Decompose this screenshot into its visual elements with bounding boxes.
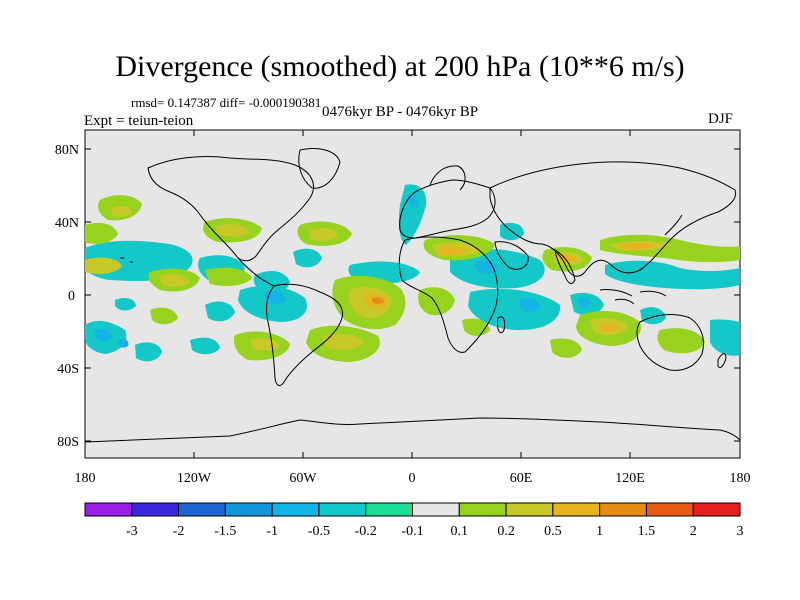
period-text: 0476kyr BP - 0476kyr BP (322, 104, 479, 120)
colorbar-label: -0.1 (401, 524, 423, 539)
experiment-label: Expt = teiun-teion (84, 113, 194, 129)
colorbar-swatch (178, 502, 226, 517)
coast-new-zealand (717, 353, 727, 369)
axis-ticks (84, 130, 741, 458)
colorbar-labels: -3 -2 -1.5 -1 -0.5 -0.2 -0.1 0.1 0.2 0.5 1 1.5 2 3 (126, 524, 744, 539)
coastlines (85, 148, 740, 443)
coast-asia (489, 161, 737, 277)
coast-indonesia (599, 289, 667, 305)
colorbar-swatch (271, 502, 320, 517)
lat-labels: 80N 40N 0 40S 80S (55, 143, 79, 450)
lat-label: 80S (57, 435, 79, 450)
lat-label: 80N (55, 143, 79, 158)
divergence-field (85, 148, 740, 443)
colorbar-swatch (645, 502, 694, 517)
stats-text: rmsd= 0.147387 diff= -0.000190381 (131, 95, 322, 110)
coast-africa (398, 236, 499, 353)
colorbar (84, 502, 741, 517)
lon-label: 60W (289, 471, 317, 486)
colorbar-swatch (458, 502, 507, 517)
lon-labels: 180 120W 60W 0 60E 120E 180 (75, 471, 751, 486)
colorbar-swatch (365, 502, 414, 517)
colorbar-label: -3 (126, 524, 138, 539)
lat-label: 0 (68, 289, 75, 304)
colorbar-swatch (224, 502, 273, 517)
colorbar-swatch (412, 502, 460, 517)
lon-label: 0 (409, 471, 416, 486)
coast-south-america (265, 283, 344, 386)
colorbar-label: -0.5 (308, 524, 330, 539)
colorbar-label: 0.5 (544, 524, 562, 539)
colorbar-label: -0.2 (355, 524, 377, 539)
colorbar-swatch (131, 502, 180, 517)
coast-north-america (147, 156, 314, 262)
colorbar-label: -2 (173, 524, 185, 539)
lon-label: 180 (730, 471, 751, 486)
positive-peak (372, 297, 384, 305)
map-background (84, 129, 741, 459)
coast-central-america (237, 257, 275, 287)
coast-antarctica (85, 417, 740, 443)
colorbar-swatch (599, 502, 647, 517)
colorbar-swatch (318, 502, 367, 517)
coast-madagascar (497, 316, 506, 334)
colorbar-label: 3 (737, 524, 744, 539)
colorbar-swatch (505, 502, 554, 517)
coast-australia (636, 314, 704, 371)
colorbar-label: 2 (690, 524, 697, 539)
lon-label: 120W (177, 471, 212, 486)
coast-japan (664, 214, 683, 236)
colorbar-label: -1 (266, 524, 278, 539)
lon-label: 60E (510, 471, 533, 486)
colorbar-label: 1.5 (638, 524, 656, 539)
colorbar-label: 0.2 (497, 524, 515, 539)
coast-arabia (494, 241, 529, 270)
coast-pacific-islands (120, 257, 133, 263)
plot-title: Divergence (smoothed) at 200 hPa (10**6 … (115, 50, 685, 83)
colorbar-swatch (84, 502, 133, 517)
lon-label: 180 (75, 471, 96, 486)
colorbar-label: 1 (596, 524, 603, 539)
colorbar-swatch (692, 502, 741, 517)
lon-label: 120E (615, 471, 645, 486)
colorbar-swatch (552, 502, 601, 517)
coast-india (554, 249, 576, 284)
coast-greenland (298, 148, 341, 189)
lat-label: 40S (57, 362, 79, 377)
negative-cores (95, 194, 591, 348)
colorbar-label: -1.5 (214, 524, 236, 539)
season-label: DJF (708, 111, 734, 127)
lat-label: 40N (55, 216, 79, 231)
colorbar-label: 0.1 (451, 524, 469, 539)
map-panel: 80N 40N 0 40S 80S 180 120W 60W 0 60E 120… (55, 129, 751, 486)
coast-scandinavia (429, 165, 466, 191)
